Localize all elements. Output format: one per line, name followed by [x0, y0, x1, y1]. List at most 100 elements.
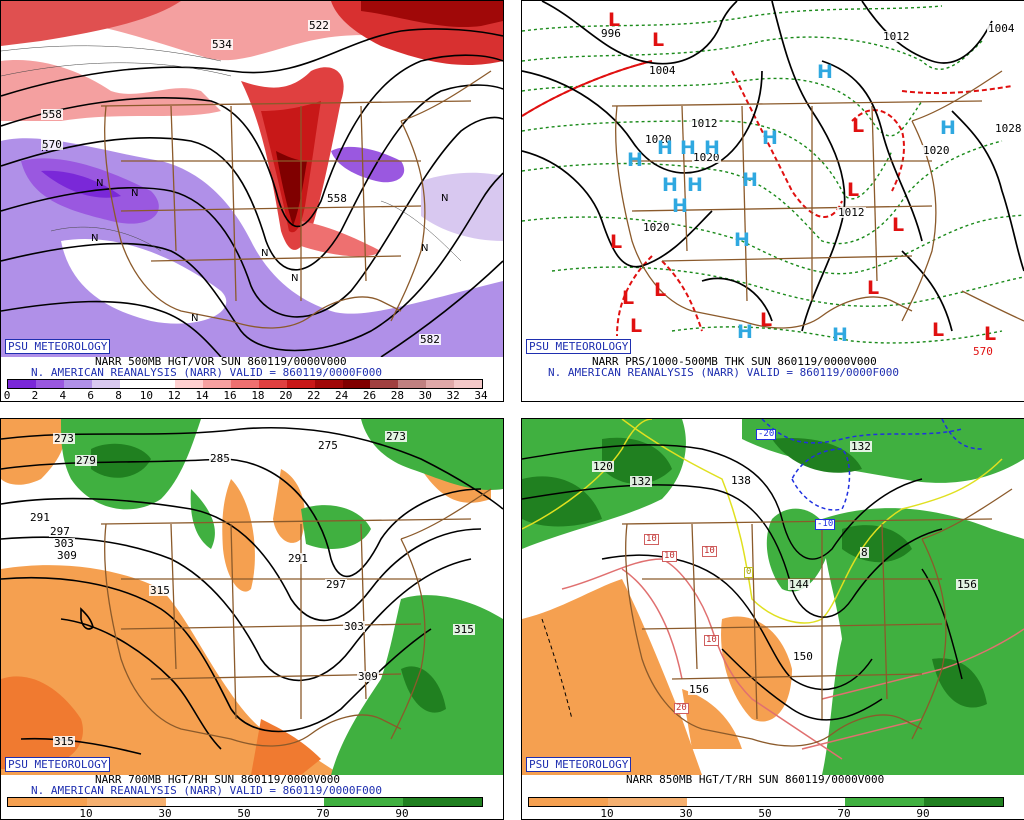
high-pressure-center: H [680, 137, 696, 159]
contour-label: 132 [850, 440, 872, 453]
isobar-label: 1004 [987, 22, 1016, 35]
contour-label: 156 [688, 683, 710, 696]
colorbar-tick-label: 90 [395, 807, 409, 820]
svg-text:N: N [441, 193, 448, 204]
high-pressure-center: H [734, 229, 750, 251]
contour-label: 291 [287, 552, 309, 565]
low-pressure-center: L [760, 309, 773, 331]
colorbar-tick-label: 50 [237, 807, 251, 820]
contour-label: 315 [53, 735, 75, 748]
rh-colorbar-labels: 10 30 50 70 90 [528, 807, 1002, 819]
rh-colorbar-labels: 10 30 50 70 90 [7, 807, 481, 819]
psu-meteorology-label: PSU METEOROLOGY [5, 339, 111, 354]
colorbar-tick-label: 12 [167, 389, 181, 402]
vorticity-colorbar [7, 379, 483, 389]
contour-label: 303 [53, 537, 75, 550]
colorbar-swatch [245, 798, 324, 806]
low-pressure-center: L [932, 319, 945, 341]
high-pressure-center: H [704, 137, 720, 159]
rh-colorbar [528, 797, 1004, 807]
low-pressure-center: L [622, 287, 635, 309]
low-pressure-center: L [610, 231, 623, 253]
contour-label: 534 [211, 38, 233, 51]
colorbar-swatch [231, 380, 259, 388]
colorbar-swatch [687, 798, 766, 806]
colorbar-tick-label: 2 [31, 389, 39, 402]
colorbar-tick-label: 50 [758, 807, 772, 820]
contour-label: 297 [325, 578, 347, 591]
isotherm-label: 20 [674, 703, 689, 714]
high-pressure-center: H [657, 137, 673, 159]
panel-title: NARR 700MB HGT/RH SUN 860119/0000V000 [95, 773, 341, 786]
colorbar-tick-label: 26 [362, 389, 377, 402]
low-pressure-center: L [630, 315, 643, 337]
contour-label: 279 [75, 454, 97, 467]
colorbar-swatch [454, 380, 482, 388]
colorbar-swatch [766, 798, 845, 806]
contour-label: 303 [343, 620, 365, 633]
colorbar-tick-label: 8 [115, 389, 122, 402]
panel-title: NARR PRS/1000-500MB THK SUN 860119/0000V… [592, 355, 877, 368]
isobar-label: 1012 [837, 206, 866, 219]
colorbar-tick-label: 22 [307, 389, 321, 402]
high-pressure-center: H [742, 169, 758, 191]
high-pressure-center: H [627, 149, 643, 171]
colorbar-tick-label: 90 [916, 807, 930, 820]
colorbar-swatch [147, 380, 176, 388]
panel-sea-level-pressure-thickness: 996 1004 1012 1020 1020 1012 1004 1020 1… [521, 0, 1024, 402]
contour-label: 156 [956, 578, 978, 591]
contour-label: 558 [326, 192, 348, 205]
colorbar-swatch [286, 380, 315, 388]
contour-label: 570 [41, 138, 63, 151]
isobar-label: 996 [600, 27, 622, 40]
isobar-label: 1004 [648, 64, 677, 77]
colorbar-tick-label: 4 [59, 389, 67, 402]
colorbar-tick-label: 10 [139, 389, 154, 402]
high-pressure-center: H [832, 324, 848, 346]
colorbar-tick-label: 20 [279, 389, 293, 402]
isotherm-label: 10 [702, 546, 717, 557]
colorbar-swatch [845, 798, 924, 806]
low-pressure-center: L [892, 214, 905, 236]
contour-label: 275 [317, 439, 339, 452]
low-pressure-center: L [867, 277, 880, 299]
svg-text:N: N [261, 248, 268, 259]
panel-500mb-vorticity: NNN NNN NNN 522 534 558 570 558 582 PSU … [0, 0, 504, 402]
colorbar-tick-label: 10 [600, 807, 614, 820]
isotherm-label: 10 [704, 635, 719, 646]
colorbar-swatch [398, 380, 427, 388]
contour-label: 315 [453, 623, 475, 636]
colorbar-swatch [203, 380, 231, 388]
thickness-label: 570 [972, 345, 994, 358]
low-pressure-center: L [852, 115, 865, 137]
colorbar-swatch [314, 380, 343, 388]
isobar-label: 1012 [690, 117, 719, 130]
isotherm-label: 0 [744, 567, 754, 578]
psu-meteorology-label: PSU METEOROLOGY [526, 339, 632, 354]
high-pressure-center: H [940, 117, 956, 139]
colorbar-swatch [324, 798, 403, 806]
svg-text:N: N [131, 188, 138, 199]
svg-text:N: N [91, 233, 98, 244]
vorticity-colorbar-labels: 0 2 4 6 8 10 12 14 16 18 20 22 24 26 28 30 32 34 [3, 389, 488, 402]
contour-label: 558 [41, 108, 63, 121]
colorbar-swatch [608, 798, 687, 806]
high-pressure-center: H [737, 321, 753, 343]
low-pressure-center: L [654, 279, 667, 301]
low-pressure-center: L [847, 179, 860, 201]
pressure-thickness-map [522, 1, 1024, 357]
contour-label: 582 [419, 333, 441, 346]
colorbar-tick-label: 30 [158, 807, 172, 820]
contour-label: 150 [792, 650, 814, 663]
svg-text:N: N [96, 178, 103, 189]
rh700-map [1, 419, 503, 775]
colorbar-tick-label: 6 [87, 389, 94, 402]
colorbar-swatch [8, 798, 87, 806]
high-pressure-center: H [817, 61, 833, 83]
colorbar-tick-label: 0 [3, 389, 11, 402]
svg-text:N: N [291, 273, 298, 284]
panel-850mb-temperature-rh: 120 132 138 132 144 156 150 156 -10 -20 … [521, 418, 1024, 820]
contour-label: 8 [860, 546, 869, 559]
contour-label: 132 [630, 475, 652, 488]
colorbar-swatch [119, 380, 148, 388]
